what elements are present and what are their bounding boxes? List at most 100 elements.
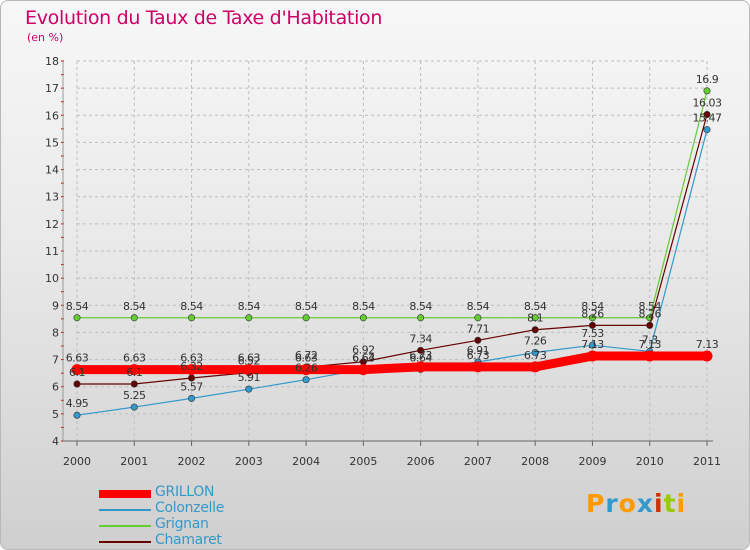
data-label-colonzelle: 5.25 bbox=[123, 389, 146, 402]
data-point-colonzelle bbox=[245, 385, 253, 393]
data-point-chamaret bbox=[646, 321, 654, 329]
data-point-grillon bbox=[71, 364, 83, 376]
data-label-colonzelle: 6.64 bbox=[352, 351, 375, 364]
y-tick-label: 5 bbox=[52, 408, 59, 421]
data-label-grillon: 7.13 bbox=[696, 338, 719, 351]
x-tick-label: 2008 bbox=[521, 455, 549, 468]
legend-label: Grignan bbox=[155, 516, 209, 532]
y-tick-label: 17 bbox=[45, 82, 59, 95]
x-tick-label: 2009 bbox=[578, 455, 606, 468]
data-point-grignan bbox=[474, 314, 482, 322]
data-label-grillon: 6.63 bbox=[180, 352, 203, 365]
data-point-grillon bbox=[186, 364, 198, 376]
data-label-grignan: 8.54 bbox=[581, 300, 604, 313]
data-label-colonzelle: 7.3 bbox=[642, 333, 658, 346]
data-label-chamaret: 6.72 bbox=[295, 349, 318, 362]
y-tick-label: 15 bbox=[45, 136, 59, 149]
data-label-grignan: 8.54 bbox=[238, 300, 261, 313]
y-tick-label: 6 bbox=[52, 381, 59, 394]
data-point-chamaret bbox=[130, 380, 138, 388]
data-point-colonzelle bbox=[531, 349, 539, 357]
data-point-grillon bbox=[415, 361, 427, 373]
data-point-grignan bbox=[73, 314, 81, 322]
x-tick-label: 2007 bbox=[464, 455, 492, 468]
x-tick-label: 2006 bbox=[407, 455, 435, 468]
data-label-chamaret: 6.92 bbox=[352, 344, 375, 357]
data-label-chamaret: 6.1 bbox=[126, 366, 142, 379]
data-label-grignan: 8.54 bbox=[524, 300, 547, 313]
data-label-colonzelle: 6.91 bbox=[467, 344, 490, 357]
legend-swatch bbox=[99, 509, 151, 511]
data-point-grignan bbox=[188, 314, 196, 322]
data-point-grillon bbox=[701, 350, 713, 362]
logo-letter: t bbox=[663, 489, 677, 518]
data-label-grillon: 6.73 bbox=[524, 349, 547, 362]
data-label-colonzelle: 6.26 bbox=[295, 362, 318, 375]
data-label-grillon: 6.63 bbox=[352, 352, 375, 365]
y-tick-label: 14 bbox=[45, 164, 59, 177]
data-label-colonzelle: 4.95 bbox=[66, 397, 89, 410]
data-point-chamaret bbox=[703, 110, 711, 118]
legend-swatch bbox=[99, 525, 151, 527]
data-point-grignan bbox=[302, 314, 310, 322]
data-point-grillon bbox=[357, 364, 369, 376]
data-label-grignan: 8.54 bbox=[123, 300, 146, 313]
data-label-chamaret: 8.1 bbox=[527, 312, 543, 325]
data-label-grillon: 6.63 bbox=[295, 352, 318, 365]
y-tick-label: 13 bbox=[45, 191, 59, 204]
y-tick-label: 18 bbox=[45, 55, 59, 68]
logo-letter: o bbox=[618, 489, 637, 518]
data-point-grillon bbox=[243, 364, 255, 376]
data-point-grillon bbox=[472, 361, 484, 373]
data-point-grignan bbox=[703, 87, 711, 95]
data-label-grignan: 8.54 bbox=[295, 300, 318, 313]
data-point-grignan bbox=[245, 314, 253, 322]
data-point-grignan bbox=[359, 314, 367, 322]
data-label-colonzelle: 7.53 bbox=[581, 327, 604, 340]
data-label-chamaret: 6.32 bbox=[180, 360, 203, 373]
data-label-chamaret: 8.26 bbox=[638, 307, 661, 320]
y-tick-label: 10 bbox=[45, 272, 59, 285]
x-tick-label: 2000 bbox=[63, 455, 91, 468]
legend-label: Colonzelle bbox=[155, 500, 225, 516]
data-point-grignan bbox=[130, 314, 138, 322]
data-point-colonzelle bbox=[73, 411, 81, 419]
data-point-colonzelle bbox=[703, 126, 711, 134]
data-point-grignan bbox=[531, 314, 539, 322]
data-point-chamaret bbox=[588, 321, 596, 329]
logo-letter: P bbox=[586, 489, 606, 518]
y-tick-label: 4 bbox=[52, 435, 59, 448]
x-tick-label: 2011 bbox=[693, 455, 721, 468]
x-tick-label: 2003 bbox=[235, 455, 263, 468]
data-label-grillon: 6.63 bbox=[66, 352, 89, 365]
data-point-grignan bbox=[588, 314, 596, 322]
data-point-chamaret bbox=[474, 336, 482, 344]
data-point-grillon bbox=[128, 364, 140, 376]
data-point-colonzelle bbox=[302, 376, 310, 384]
data-point-grillon bbox=[644, 350, 656, 362]
data-point-colonzelle bbox=[130, 403, 138, 411]
data-label-grillon: 6.63 bbox=[238, 352, 261, 365]
data-point-grillon bbox=[586, 350, 598, 362]
proxiti-logo: Proxiti bbox=[586, 489, 686, 518]
data-label-grignan: 8.54 bbox=[180, 300, 203, 313]
series-line-chamaret bbox=[76, 113, 708, 385]
data-label-grignan: 8.54 bbox=[352, 300, 375, 313]
x-tick-label: 2010 bbox=[636, 455, 664, 468]
data-label-colonzelle: 5.57 bbox=[180, 380, 203, 393]
legend-swatch bbox=[99, 541, 151, 543]
data-label-grignan: 16.9 bbox=[696, 73, 719, 86]
data-label-colonzelle: 5.91 bbox=[238, 371, 261, 384]
data-label-grignan: 8.54 bbox=[66, 300, 89, 313]
y-tick-label: 8 bbox=[52, 326, 59, 339]
data-label-grignan: 8.54 bbox=[638, 300, 661, 313]
data-label-grillon: 7.13 bbox=[638, 338, 661, 351]
x-tick-label: 2005 bbox=[349, 455, 377, 468]
series-line-grignan bbox=[76, 90, 708, 319]
x-tick-label: 2004 bbox=[292, 455, 320, 468]
chart-subtitle: (en %) bbox=[27, 31, 64, 44]
data-point-colonzelle bbox=[188, 394, 196, 402]
data-label-chamaret: 7.34 bbox=[409, 332, 432, 345]
